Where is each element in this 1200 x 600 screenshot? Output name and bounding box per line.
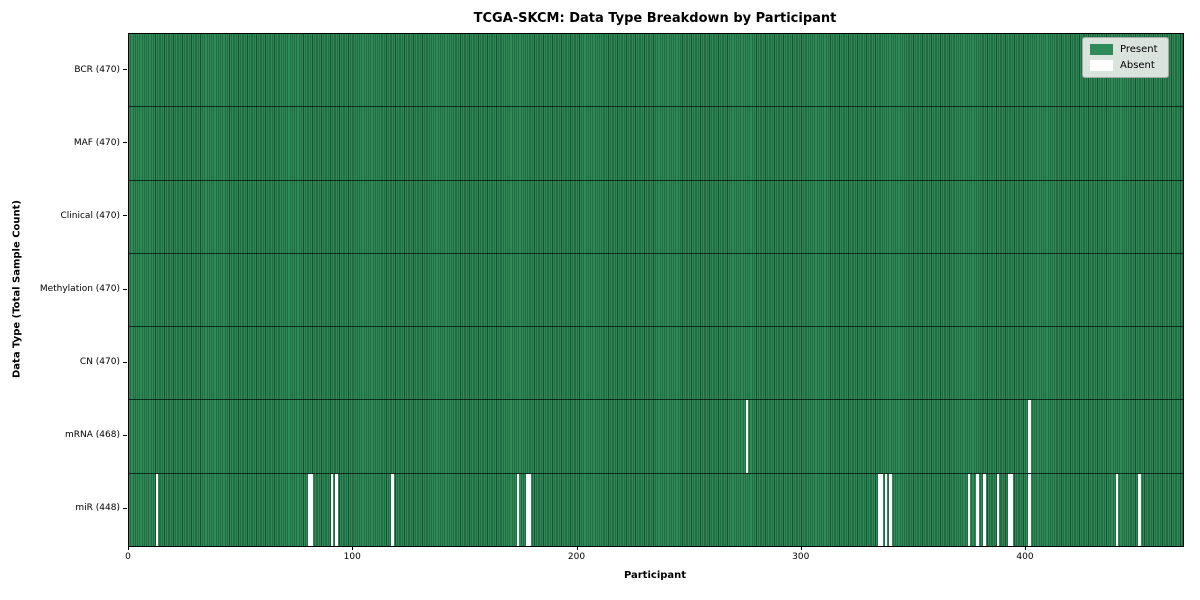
legend-label: Present xyxy=(1120,44,1158,55)
y-tick-mark xyxy=(123,434,127,436)
x-tick-label: 0 xyxy=(125,552,131,562)
heatmap-row-methylation xyxy=(129,252,1183,327)
x-tick-label: 100 xyxy=(343,552,361,562)
x-tick-mark xyxy=(576,546,578,550)
absent-cell xyxy=(310,473,314,546)
x-axis-label: Participant xyxy=(623,570,687,581)
absent-cell xyxy=(745,400,749,473)
absent-cell xyxy=(1115,473,1119,546)
absent-cell xyxy=(330,473,334,546)
y-tick-label: mRNA (468) xyxy=(65,430,120,441)
heatmap-rows xyxy=(129,34,1183,546)
legend: Present Absent xyxy=(1082,37,1169,78)
y-tick-mark xyxy=(123,288,127,290)
y-tick-mark xyxy=(123,507,127,509)
legend-label: Absent xyxy=(1120,60,1155,71)
y-tick-label: Clinical (470) xyxy=(60,210,120,221)
absent-cell xyxy=(983,473,986,546)
y-tick-mark xyxy=(123,142,127,144)
heatmap-row-cn xyxy=(129,326,1183,400)
x-tick-label: 300 xyxy=(792,552,810,562)
absent-cell xyxy=(1028,400,1031,473)
absent-cell xyxy=(525,473,529,546)
y-tick-mark xyxy=(123,361,127,363)
x-tick-mark xyxy=(1025,546,1027,550)
y-tick-label: Methylation (470) xyxy=(39,284,120,294)
y-tick-mark xyxy=(123,215,127,217)
absent-cell xyxy=(967,473,971,546)
heatmap-row-clinical xyxy=(129,179,1183,253)
y-tick-label: MAF (470) xyxy=(73,137,120,148)
absent-cell xyxy=(1137,473,1141,546)
absent-cell xyxy=(1010,473,1013,546)
heatmap-row-maf xyxy=(129,106,1183,180)
y-tick-mark xyxy=(123,69,127,71)
absent-cell xyxy=(884,473,888,546)
plot-area xyxy=(128,33,1184,547)
heatmap-row-bcr xyxy=(129,34,1183,107)
x-tick-label: 400 xyxy=(1016,552,1034,562)
x-tick-mark xyxy=(128,546,129,550)
absent-cell xyxy=(308,473,311,546)
absent-cell xyxy=(391,473,394,546)
legend-swatch xyxy=(1090,44,1113,55)
absent-cell xyxy=(996,473,1000,546)
y-tick-label: miR (448) xyxy=(75,503,120,514)
absent-cell xyxy=(1007,473,1011,546)
absent-cell xyxy=(516,473,520,546)
legend-entry-absent: Absent xyxy=(1090,60,1158,71)
x-tick-mark xyxy=(800,546,802,550)
absent-cell xyxy=(527,473,531,546)
absent-cell xyxy=(976,473,980,546)
chart-title: TCGA-SKCM: Data Type Breakdown by Partic… xyxy=(473,11,837,26)
y-tick-label: BCR (470) xyxy=(74,64,120,75)
y-tick-label: CN (470) xyxy=(79,357,120,368)
heatmap-row-mrna xyxy=(129,399,1183,473)
x-tick-mark xyxy=(352,546,354,550)
absent-cell xyxy=(889,473,892,546)
legend-swatch xyxy=(1090,60,1113,71)
absent-cell xyxy=(155,473,159,546)
x-tick-label: 200 xyxy=(567,552,586,562)
absent-cell xyxy=(335,473,338,546)
absent-cell xyxy=(877,473,881,546)
heatmap-row-mir xyxy=(129,472,1183,546)
absent-cell xyxy=(1028,473,1031,546)
legend-entry-present: Present xyxy=(1090,44,1158,55)
absent-cell xyxy=(880,473,883,546)
